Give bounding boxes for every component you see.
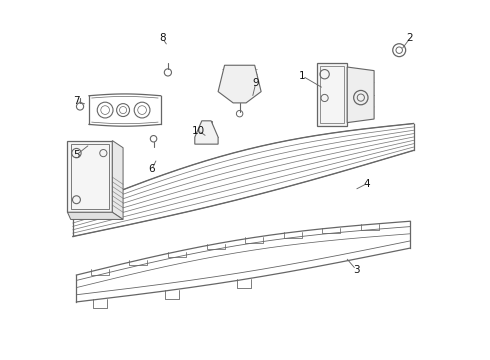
Text: 6: 6 <box>148 164 155 174</box>
Text: 5: 5 <box>73 150 80 160</box>
Polygon shape <box>68 140 112 212</box>
Text: 9: 9 <box>252 78 259 88</box>
Polygon shape <box>317 63 347 126</box>
Text: 7: 7 <box>73 96 80 106</box>
Text: 8: 8 <box>159 33 166 43</box>
Text: 10: 10 <box>192 126 205 135</box>
Polygon shape <box>195 121 218 144</box>
Text: 4: 4 <box>364 179 370 189</box>
Polygon shape <box>347 67 374 123</box>
Polygon shape <box>218 65 261 103</box>
Text: 2: 2 <box>407 33 413 43</box>
Polygon shape <box>112 140 123 220</box>
Text: 1: 1 <box>299 71 306 81</box>
Text: 3: 3 <box>353 265 360 275</box>
Polygon shape <box>68 212 123 220</box>
